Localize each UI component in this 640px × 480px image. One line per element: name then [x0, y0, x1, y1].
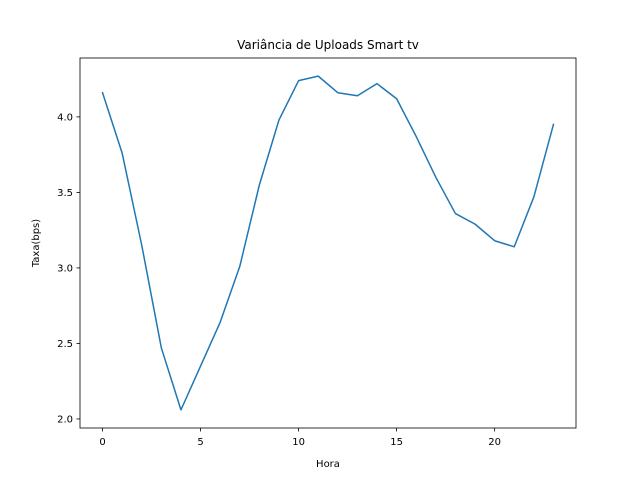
chart-title: Variância de Uploads Smart tv	[237, 38, 419, 52]
x-axis-label: Hora	[316, 459, 340, 470]
y-tick-label: 3.0	[57, 263, 73, 274]
y-tick-label: 4.0	[57, 112, 73, 123]
x-axis: 0 5 10 15 20	[99, 428, 501, 448]
y-tick-label: 2.0	[57, 414, 73, 425]
y-tick-label: 3.5	[57, 188, 73, 199]
x-tick-label: 10	[292, 437, 305, 448]
y-tick-label: 2.5	[57, 339, 73, 350]
x-tick-label: 15	[390, 437, 403, 448]
y-axis: 2.0 2.5 3.0 3.5 4.0	[57, 112, 80, 425]
y-axis-label: Taxa(bps)	[31, 219, 42, 268]
series-line	[101, 75, 555, 411]
plot-area	[80, 58, 576, 428]
plot-frame	[79, 57, 577, 429]
series-layer	[101, 75, 555, 411]
x-tick-label: 5	[197, 437, 203, 448]
x-tick-label: 20	[488, 437, 501, 448]
x-tick-label: 0	[99, 437, 105, 448]
